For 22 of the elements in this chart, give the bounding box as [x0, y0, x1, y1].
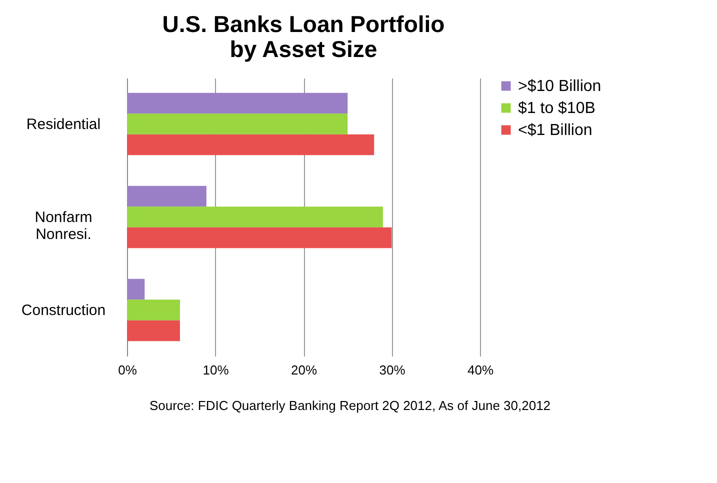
x-tick-label: 20% [290, 362, 318, 378]
y-tick-label: Nonfarm Nonresi. [34, 209, 92, 243]
bar [127, 186, 206, 207]
bar [127, 278, 145, 300]
bar [127, 92, 348, 114]
bar [127, 320, 180, 342]
bar [127, 114, 348, 134]
chart-title: U.S. Banks Loan Portfolio by Asset Size [162, 11, 445, 62]
bar [127, 300, 180, 320]
x-tick-label: 10% [202, 362, 230, 378]
legend-label: <$1 Billion [518, 122, 592, 139]
legend-label: >$10 Billion [518, 78, 602, 95]
bar [127, 227, 392, 248]
bar [127, 206, 383, 228]
source-note: Source: FDIC Quarterly Banking Report 2Q 2012, As of June 30,2012 [148, 398, 552, 413]
x-tick-label: 30% [379, 362, 406, 378]
y-tick-label: Residential [26, 116, 101, 134]
bar [127, 134, 374, 156]
y-tick-label: Construction [21, 302, 106, 319]
x-tick-label: 40% [467, 362, 494, 378]
x-tick-label: 0% [118, 362, 138, 378]
legend-label: $1 to $10B [518, 100, 596, 117]
